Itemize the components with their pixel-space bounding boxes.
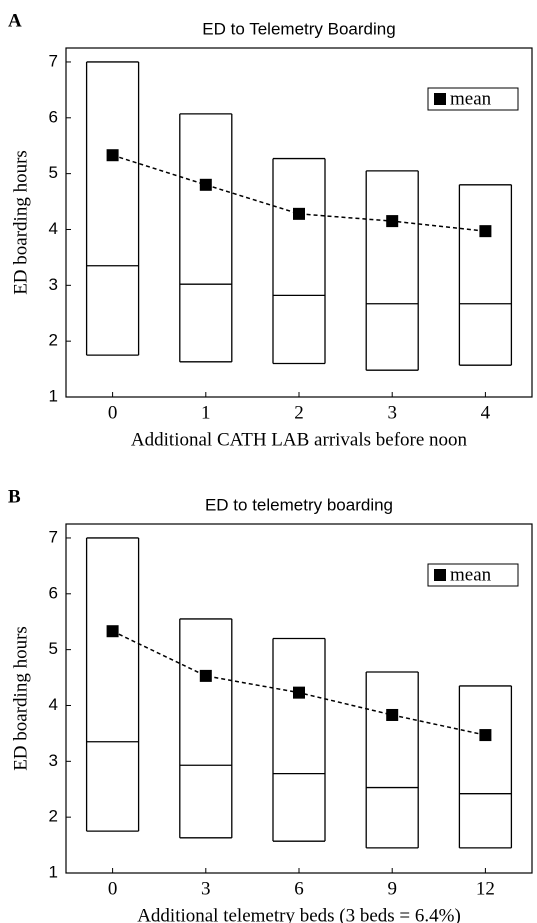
x-tick-label: 0 [108, 402, 118, 423]
chart-title: ED to telemetry boarding [205, 495, 393, 514]
legend-box [427, 87, 519, 111]
mean-line [112, 154, 486, 232]
mean-marker [106, 625, 119, 638]
y-axis-label: ED boarding hours [10, 626, 31, 771]
x-tick-label: 1 [201, 402, 211, 423]
legend-label: mean [450, 88, 492, 109]
mean-marker [199, 178, 212, 191]
y-tick-label: 5 [49, 163, 58, 182]
y-tick-label: 7 [49, 51, 58, 70]
x-tick-label: 3 [201, 878, 211, 899]
y-tick-label: 6 [49, 583, 58, 602]
mean-marker [386, 215, 399, 228]
mean-marker [386, 708, 399, 721]
x-tick-label: 12 [476, 878, 495, 899]
y-tick-label: 7 [49, 527, 58, 546]
y-tick-label: 1 [49, 862, 58, 881]
y-tick-label: 4 [49, 695, 58, 714]
y-tick-label: 4 [49, 219, 58, 238]
x-axis-label: Additional telemetry beds (3 beds = 6.4%… [137, 905, 461, 923]
y-tick-label: 2 [49, 331, 58, 350]
mean-line [112, 630, 486, 736]
legend-box [427, 563, 519, 587]
y-tick-label: 5 [49, 639, 58, 658]
y-tick-label: 6 [49, 107, 58, 126]
mean-marker [199, 669, 212, 682]
mean-marker [293, 207, 305, 220]
y-tick-label: 3 [49, 751, 58, 770]
x-tick-label: 4 [481, 402, 491, 423]
y-tick-label: 2 [49, 807, 58, 826]
y-tick-label: 1 [49, 386, 58, 405]
mean-marker [293, 686, 305, 699]
mean-marker [479, 729, 492, 742]
x-tick-label: 9 [387, 878, 397, 899]
y-axis-label: ED boarding hours [10, 150, 31, 295]
x-tick-label: 3 [387, 402, 397, 423]
x-axis-label: Additional CATH LAB arrivals before noon [131, 429, 468, 450]
x-tick-label: 2 [294, 402, 304, 423]
y-tick-label: 3 [49, 275, 58, 294]
panel-label: B [8, 486, 21, 507]
mean-marker [106, 149, 119, 162]
legend-marker [434, 93, 446, 105]
panel-label: A [8, 10, 22, 31]
x-tick-label: 0 [108, 878, 118, 899]
x-tick-label: 6 [294, 878, 304, 899]
legend-marker [434, 569, 446, 581]
chart-title: ED to Telemetry Boarding [202, 19, 395, 38]
legend-label: mean [450, 564, 492, 585]
mean-marker [479, 225, 492, 238]
